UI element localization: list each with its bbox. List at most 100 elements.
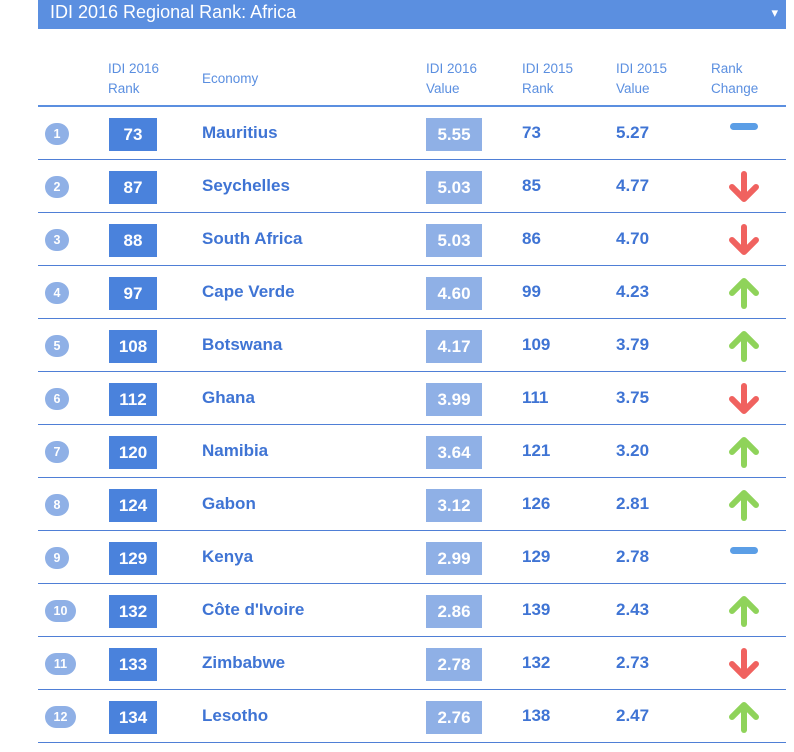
economy-name[interactable]: Seychelles <box>202 176 290 195</box>
idi2016-rank-badge: 108 <box>109 330 157 363</box>
idi2015-value: 4.23 <box>616 282 650 301</box>
idi2016-rank-badge: 124 <box>109 489 157 522</box>
economy-name[interactable]: Botswana <box>202 335 283 354</box>
idi2015-rank: 99 <box>522 282 541 301</box>
idi2016-rank-badge: 112 <box>109 383 157 416</box>
arrow-up-icon <box>728 435 760 469</box>
idi2016-value-badge: 3.12 <box>426 489 482 522</box>
idi2015-value: 5.27 <box>616 123 650 142</box>
economy-name[interactable]: Ghana <box>202 388 255 407</box>
idi2016-rank-badge: 97 <box>109 277 157 310</box>
idi2015-value: 4.70 <box>616 229 650 248</box>
idi2016-value-badge: 3.64 <box>426 436 482 469</box>
idi2016-value-badge: 2.99 <box>426 542 482 575</box>
row-index-badge: 8 <box>45 494 69 516</box>
idi2015-value: 2.81 <box>616 494 650 513</box>
arrow-down-icon <box>728 223 760 257</box>
table-row[interactable]: 7 120 Namibia 3.64 121 3.20 <box>38 425 786 478</box>
idi2015-rank: 85 <box>522 176 541 195</box>
column-header-idi2016-rank[interactable]: IDI 2016 Rank <box>108 61 160 96</box>
arrow-up-icon <box>728 700 760 734</box>
idi2015-rank: 132 <box>522 653 551 672</box>
column-header-economy[interactable]: Economy <box>202 71 259 86</box>
idi2015-rank: 138 <box>522 706 551 725</box>
arrow-up-icon <box>728 329 760 363</box>
idi2016-value-badge: 4.60 <box>426 277 482 310</box>
table-row[interactable]: 8 124 Gabon 3.12 126 2.81 <box>38 478 786 531</box>
economy-name[interactable]: South Africa <box>202 229 303 248</box>
idi2016-value-badge: 5.55 <box>426 118 482 151</box>
row-index-badge: 2 <box>45 176 69 198</box>
row-index-badge: 4 <box>45 282 69 304</box>
header-divider <box>38 105 786 107</box>
idi2015-value: 3.20 <box>616 441 650 460</box>
idi2016-rank-badge: 129 <box>109 542 157 575</box>
row-index-badge: 5 <box>45 335 69 357</box>
region-dropdown-header[interactable]: IDI 2016 Regional Rank: Africa ▾ <box>38 0 786 29</box>
column-header-idi2015-rank[interactable]: IDI 2015 Rank <box>522 61 574 96</box>
row-index-badge: 12 <box>45 706 76 728</box>
economy-name[interactable]: Gabon <box>202 494 256 513</box>
idi2015-value: 2.73 <box>616 653 650 672</box>
no-change-dash-icon <box>728 117 760 151</box>
table-row[interactable]: 10 132 Côte d'Ivoire 2.86 139 2.43 <box>38 584 786 637</box>
column-header-idi2015-value[interactable]: IDI 2015 Value <box>616 61 668 96</box>
idi2015-rank: 73 <box>522 123 541 142</box>
idi2016-value-badge: 5.03 <box>426 224 482 257</box>
idi2016-value-badge: 2.78 <box>426 648 482 681</box>
arrow-up-icon <box>728 488 760 522</box>
column-header-idi2016-value[interactable]: IDI 2016 Value <box>426 61 478 96</box>
economy-name[interactable]: Kenya <box>202 547 254 566</box>
idi2015-value: 2.43 <box>616 600 650 619</box>
table-row[interactable]: 2 87 Seychelles 5.03 85 4.77 <box>38 160 786 213</box>
idi2016-value-badge: 4.17 <box>426 330 482 363</box>
idi2016-value-badge: 2.86 <box>426 595 482 628</box>
table-row[interactable]: 1 73 Mauritius 5.55 73 5.27 <box>38 107 786 160</box>
chevron-down-icon[interactable]: ▾ <box>771 5 778 20</box>
row-index-badge: 10 <box>45 600 76 622</box>
row-index-badge: 6 <box>45 388 69 410</box>
idi2016-value-badge: 5.03 <box>426 171 482 204</box>
economy-name[interactable]: Lesotho <box>202 706 269 725</box>
idi2015-rank: 129 <box>522 547 551 566</box>
idi2016-rank-badge: 133 <box>109 648 157 681</box>
row-index-badge: 3 <box>45 229 69 251</box>
arrow-down-icon <box>728 647 760 681</box>
idi2015-rank: 111 <box>522 388 549 407</box>
idi2015-value: 4.77 <box>616 176 650 195</box>
arrow-up-icon <box>728 276 760 310</box>
table-row[interactable]: 5 108 Botswana 4.17 109 3.79 <box>38 319 786 372</box>
table-row[interactable]: 6 112 Ghana 3.99 111 3.75 <box>38 372 786 425</box>
idi2016-value-badge: 2.76 <box>426 701 482 734</box>
idi2016-value-badge: 3.99 <box>426 383 482 416</box>
no-change-dash-icon <box>728 541 760 575</box>
economy-name[interactable]: Côte d'Ivoire <box>202 600 305 619</box>
row-index-badge: 1 <box>45 123 69 145</box>
arrow-down-icon <box>728 170 760 204</box>
economy-name[interactable]: Cape Verde <box>202 282 295 301</box>
row-index-badge: 11 <box>45 653 76 675</box>
column-header-rank-change[interactable]: Rank Change <box>711 61 759 96</box>
idi2015-value: 3.79 <box>616 335 650 354</box>
table-row[interactable]: 4 97 Cape Verde 4.60 99 4.23 <box>38 266 786 319</box>
economy-name[interactable]: Mauritius <box>202 123 278 142</box>
row-index-badge: 9 <box>45 547 69 569</box>
table-row[interactable]: 3 88 South Africa 5.03 86 4.70 <box>38 213 786 266</box>
idi2016-rank-badge: 87 <box>109 171 157 204</box>
idi2015-value: 2.78 <box>616 547 650 566</box>
row-index-badge: 7 <box>45 441 69 463</box>
idi2015-rank: 121 <box>522 441 551 460</box>
table-row[interactable]: 12 134 Lesotho 2.76 138 2.47 <box>38 690 786 743</box>
economy-name[interactable]: Namibia <box>202 441 269 460</box>
idi2016-rank-badge: 88 <box>109 224 157 257</box>
region-title: IDI 2016 Regional Rank: Africa <box>50 2 297 22</box>
economy-name[interactable]: Zimbabwe <box>202 653 286 672</box>
table-row[interactable]: 11 133 Zimbabwe 2.78 132 2.73 <box>38 637 786 690</box>
idi2016-rank-badge: 73 <box>109 118 157 151</box>
idi2016-rank-badge: 120 <box>109 436 157 469</box>
idi2015-rank: 86 <box>522 229 541 248</box>
idi2016-rank-badge: 132 <box>109 595 157 628</box>
idi2015-rank: 126 <box>522 494 551 513</box>
table-row[interactable]: 9 129 Kenya 2.99 129 2.78 <box>38 531 786 584</box>
idi2015-rank: 109 <box>522 335 551 354</box>
